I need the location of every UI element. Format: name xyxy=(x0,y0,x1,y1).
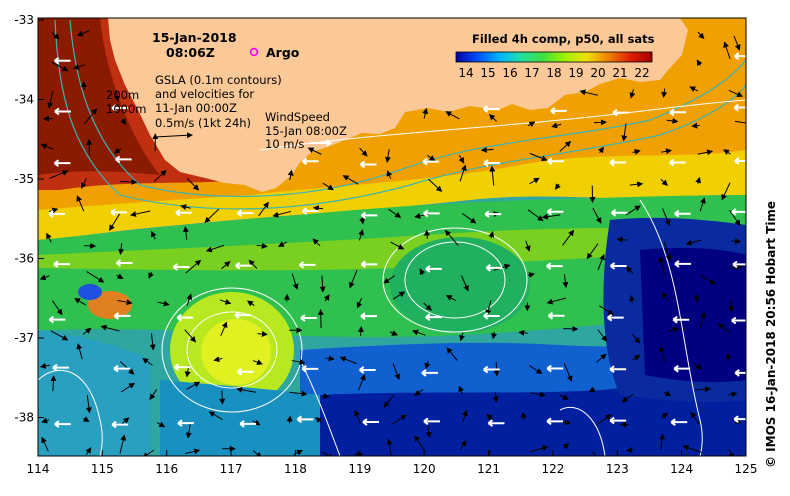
map-time: 08:06Z xyxy=(166,45,215,60)
colorbar-tick-label: 22 xyxy=(634,66,649,80)
velocity-arrow xyxy=(322,396,328,397)
x-tick-label: 116 xyxy=(155,462,178,476)
x-tick-label: 122 xyxy=(541,462,564,476)
colorbar-tick-label: 14 xyxy=(458,66,473,80)
bathy-200-label: 200m xyxy=(106,88,139,102)
bathy-1000-label: 1000m xyxy=(106,102,146,116)
wind-line2: 15-Jan 08:00Z xyxy=(265,124,347,138)
colorbar-tick-label: 16 xyxy=(502,66,517,80)
x-tick-label: 115 xyxy=(91,462,114,476)
colorbar: Filled 4h comp, p50, all sats 14 15 16 17 18… xyxy=(456,32,655,80)
wind-line3: 10 m/s xyxy=(265,137,304,151)
y-tick-label: -37 xyxy=(14,331,34,345)
colorbar-tick-label: 18 xyxy=(546,66,561,80)
x-tick-label: 118 xyxy=(284,462,307,476)
colorbar-tick-label: 21 xyxy=(612,66,627,80)
gsla-line2: and velocities for xyxy=(155,87,254,101)
gsla-line1: GSLA (0.1m contours) xyxy=(155,73,282,87)
x-tick-label: 117 xyxy=(220,462,243,476)
colorbar-tick-label: 15 xyxy=(480,66,495,80)
x-tick-label: 121 xyxy=(477,462,500,476)
x-tick-label: 119 xyxy=(348,462,371,476)
velocity-arrow xyxy=(289,416,290,423)
argo-label: Argo xyxy=(266,45,300,60)
velocity-arrow xyxy=(627,450,633,451)
gsla-scale-label: 0.5m/s (1kt 24h) xyxy=(155,116,251,130)
map-date: 15-Jan-2018 xyxy=(152,30,237,45)
velocity-arrow xyxy=(361,327,362,336)
y-tick-label: -34 xyxy=(14,93,34,107)
colorbar-gradient xyxy=(456,52,652,62)
y-tick-label: -33 xyxy=(14,13,34,27)
velocity-arrow xyxy=(222,390,223,403)
x-tick-label: 120 xyxy=(413,462,436,476)
x-tick-label: 125 xyxy=(735,462,758,476)
colorbar-tick-label: 19 xyxy=(568,66,583,80)
velocity-arrow xyxy=(594,122,606,123)
x-tick-label: 123 xyxy=(606,462,629,476)
credit-text: © IMOS 16-Jan-2018 20:56 Hobart Time xyxy=(764,201,778,468)
x-tick-label: 124 xyxy=(670,462,693,476)
x-tick-label: 114 xyxy=(27,462,50,476)
wind-line1: WindSpeed xyxy=(265,110,330,124)
colorbar-tick-label: 20 xyxy=(590,66,605,80)
colorbar-tick-label: 17 xyxy=(524,66,539,80)
y-tick-label: -35 xyxy=(14,172,34,186)
y-tick-label: -38 xyxy=(14,411,34,425)
colorbar-title: Filled 4h comp, p50, all sats xyxy=(472,32,655,46)
gsla-line3: 11-Jan 00:00Z xyxy=(155,101,237,115)
y-tick-label: -36 xyxy=(14,252,34,266)
